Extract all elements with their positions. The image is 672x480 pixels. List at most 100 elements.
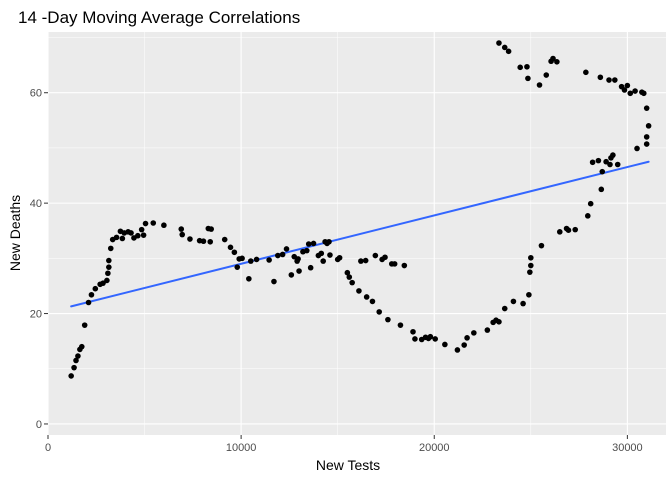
data-point: [150, 220, 157, 226]
plot-panel: [48, 32, 666, 435]
data-point: [376, 309, 383, 315]
data-point: [105, 270, 111, 277]
data-point: [454, 347, 461, 353]
data-point: [221, 236, 228, 243]
data-point: [271, 278, 277, 285]
data-point: [640, 90, 647, 97]
data-point: [612, 77, 618, 83]
data-point: [288, 272, 295, 278]
data-point: [527, 269, 533, 275]
axes: 0 10000 20000 30000 0 20 40 60: [30, 88, 643, 454]
data-point: [78, 343, 85, 350]
data-point: [247, 258, 254, 264]
data-point: [275, 252, 281, 259]
data-point: [305, 241, 312, 247]
data-point: [362, 257, 369, 264]
data-point: [599, 168, 606, 175]
data-point: [556, 229, 563, 235]
data-point: [427, 333, 434, 340]
data-point: [397, 322, 404, 328]
data-point: [92, 285, 99, 292]
data-point: [187, 236, 193, 242]
data-point: [75, 353, 81, 359]
data-point: [643, 141, 650, 147]
data-point: [100, 280, 106, 286]
data-point: [412, 336, 418, 342]
data-point: [208, 226, 214, 232]
data-point: [135, 232, 141, 239]
data-point: [526, 291, 532, 298]
data-point: [344, 269, 351, 276]
data-point: [200, 238, 207, 245]
data-point: [525, 75, 531, 82]
data-point: [234, 264, 241, 270]
data-point: [520, 300, 526, 307]
data-point: [283, 246, 290, 252]
data-point: [369, 298, 376, 305]
data-point: [627, 90, 634, 97]
data-point: [307, 264, 314, 271]
data-point: [607, 161, 613, 168]
data-point: [385, 316, 391, 323]
data-point: [524, 63, 530, 70]
data-point: [501, 305, 508, 312]
data-point: [295, 256, 301, 262]
data-point: [610, 152, 616, 158]
data-point: [597, 74, 604, 81]
data-point: [550, 55, 556, 62]
data-point: [584, 213, 591, 219]
data-point: [161, 222, 167, 229]
data-point: [320, 258, 327, 264]
data-point: [346, 274, 353, 280]
data-point: [382, 254, 388, 261]
data-point: [106, 264, 112, 270]
data-point: [484, 327, 491, 333]
data-point: [81, 322, 88, 328]
data-point: [326, 238, 332, 245]
data-point: [603, 158, 609, 165]
data-point: [501, 44, 508, 51]
data-point: [595, 157, 602, 164]
trend-line: [70, 160, 650, 308]
data-point: [296, 268, 302, 274]
y-tick-label: 60: [30, 88, 42, 100]
chart-title: 14 -Day Moving Average Correlations: [18, 8, 300, 27]
data-point: [104, 277, 110, 284]
data-point: [401, 262, 408, 269]
data-point: [464, 335, 470, 341]
x-axis-title: New Tests: [316, 457, 380, 473]
data-point: [113, 234, 120, 241]
data-point: [310, 240, 317, 247]
data-point: [128, 230, 134, 236]
data-point: [510, 298, 517, 305]
data-point: [565, 227, 572, 233]
data-point: [88, 291, 95, 298]
y-tick-label: 40: [30, 198, 42, 210]
data-point: [461, 342, 467, 348]
data-point: [71, 364, 77, 371]
data-point: [606, 77, 612, 83]
data-point: [643, 105, 650, 111]
data-point: [85, 299, 92, 306]
data-point: [471, 330, 477, 336]
y-tick-label: 0: [36, 419, 42, 431]
data-point: [543, 72, 550, 78]
data-point: [643, 134, 650, 140]
data-point: [318, 250, 325, 257]
data-point: [303, 247, 310, 254]
x-tick-label: 30000: [612, 442, 643, 454]
data-point: [645, 123, 652, 129]
data-point: [179, 231, 186, 238]
data-point: [538, 242, 545, 249]
data-point: [207, 238, 214, 245]
data-point: [517, 64, 523, 71]
data-point: [327, 252, 333, 258]
data-point: [496, 319, 502, 325]
grid-lines: [47, 32, 666, 435]
data-point: [634, 145, 640, 152]
data-point: [632, 88, 638, 94]
data-point: [363, 294, 370, 300]
data-point: [587, 200, 594, 207]
data-point: [356, 288, 362, 294]
data-point: [349, 279, 355, 286]
